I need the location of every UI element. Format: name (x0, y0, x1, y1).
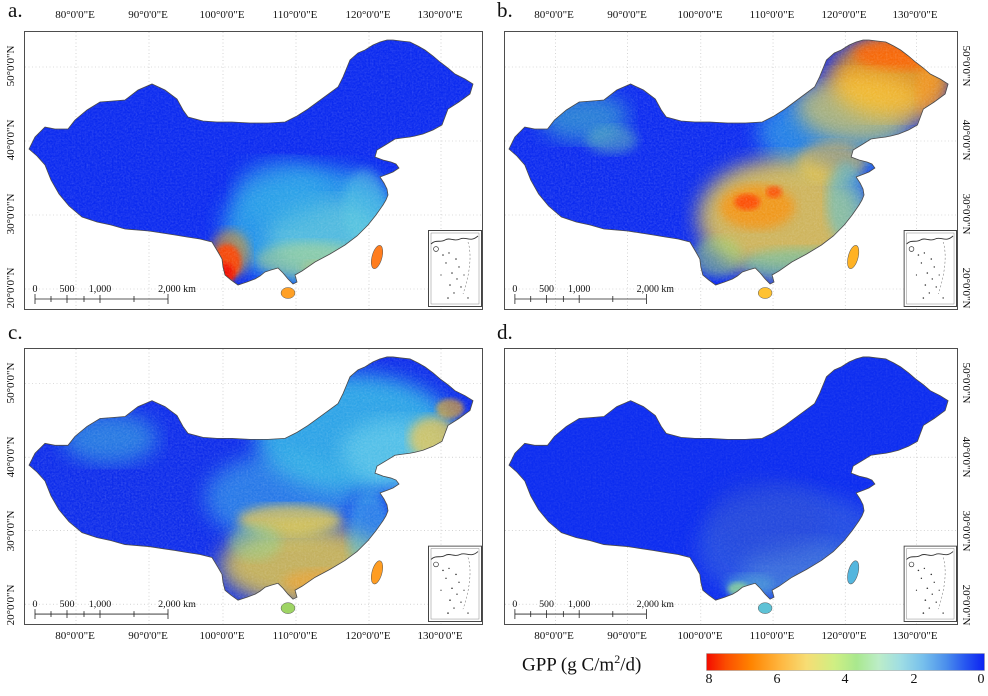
south-china-sea-inset (903, 230, 957, 307)
lon-label: 130°0'0"E (892, 9, 938, 21)
scalebar-label: 2,000 km (158, 599, 196, 610)
colorbar-tick: 4 (841, 672, 849, 687)
china-map-autumn: 0 500 1,000 2,000 km (25, 349, 482, 624)
scalebar-label: 2,000 km (637, 599, 675, 610)
lon-label: 110°0'0"E (749, 630, 795, 642)
scalebar-label: 1,000 (568, 284, 590, 295)
colorbar-tick: 8 (705, 672, 713, 687)
lon-label: 100°0'0"E (199, 9, 245, 21)
panel-b: b. 80°0'0"E 90°0'0"E 100°0'0"E 110°0'0"E… (494, 0, 988, 318)
taiwan-island (847, 560, 860, 585)
panel-label-c: c. (8, 320, 23, 344)
lon-label: 100°0'0"E (199, 630, 245, 642)
panel-label-a: a. (8, 0, 23, 22)
scalebar-label: 1,000 (89, 599, 111, 610)
panel-a: a. 80°0'0"E 90°0'0"E 100°0'0"E 110°0'0"E… (0, 0, 494, 318)
scalebar-label: 1,000 (89, 284, 112, 295)
scalebar-label: 0 (32, 599, 37, 610)
colorbar-tick: 2 (910, 672, 918, 687)
map-frame-b: 0 500 1,000 2,000 km (504, 31, 958, 310)
hainan-island (757, 602, 773, 614)
lat-label: 40°0'0"N (5, 436, 17, 478)
lat-label: 30°0'0"N (960, 510, 972, 552)
map-frame-c: 0 500 1,000 2,000 km (24, 348, 483, 625)
lat-label: 30°0'0"N (5, 510, 17, 552)
lon-label: 90°0'0"E (128, 9, 168, 21)
lat-label: 20°0'0"N (5, 584, 17, 626)
lon-label: 120°0'0"E (345, 9, 391, 21)
scalebar (34, 608, 169, 620)
lat-label: 40°0'0"N (960, 436, 972, 478)
hainan-island (280, 287, 296, 299)
scalebar-label: 0 (33, 284, 38, 295)
scalebar (34, 293, 169, 305)
lon-label: 130°0'0"E (892, 630, 938, 642)
map-frame-d: 0 500 1,000 2,000 km (504, 348, 958, 625)
lon-label: 130°0'0"E (417, 630, 463, 642)
map-frame-a: 0 500 1,000 2,000 km (24, 31, 483, 310)
panel-c: c. 80°0'0"E 90°0'0"E 100°0'0"E 110°0'0"E… (0, 318, 494, 696)
taiwan-island (371, 245, 383, 269)
lat-label: 30°0'0"N (5, 193, 17, 235)
legend-title-post: /d) (620, 654, 642, 676)
legend-title: GPP (g C/m2/d) (522, 652, 641, 676)
scalebar-label: 0 (512, 599, 517, 610)
lat-label: 30°0'0"N (960, 193, 972, 235)
lon-label: 130°0'0"E (417, 9, 463, 21)
panel-label-b: b. (497, 0, 513, 22)
panel-d: d. 80°0'0"E 90°0'0"E 100°0'0"E 110°0'0"E… (494, 318, 988, 696)
colorbar-tick: 6 (773, 672, 781, 687)
south-china-sea-inset (428, 545, 482, 623)
lon-label: 100°0'0"E (677, 630, 723, 642)
hainan-island (757, 287, 773, 299)
lon-label: 90°0'0"E (607, 9, 647, 21)
scalebar (514, 608, 647, 620)
lon-label: 80°0'0"E (534, 630, 574, 642)
scalebar-label: 500 (539, 284, 554, 295)
scalebar-label: 2,000 km (158, 284, 196, 295)
china-map-spring: 0 500 1,000 2,000 km (25, 32, 482, 309)
china-map-summer: 0 500 1,000 2,000 km (505, 32, 957, 309)
legend-title-sup: 2 (614, 652, 621, 666)
lon-label: 110°0'0"E (749, 9, 795, 21)
lat-label: 50°0'0"N (5, 362, 17, 404)
taiwan-island (847, 245, 860, 269)
legend-title-pre: GPP (g C/m (522, 654, 615, 676)
lon-label: 120°0'0"E (821, 9, 867, 21)
lon-label: 100°0'0"E (677, 9, 723, 21)
lon-label: 90°0'0"E (607, 630, 647, 642)
hainan-island (280, 602, 296, 614)
south-china-sea-inset (428, 230, 482, 307)
scalebar-label: 2,000 km (637, 284, 675, 295)
lon-label: 110°0'0"E (272, 9, 318, 21)
scalebar-label: 500 (60, 284, 75, 295)
lon-label: 120°0'0"E (821, 630, 867, 642)
lon-label: 80°0'0"E (55, 630, 95, 642)
lon-label: 80°0'0"E (55, 9, 95, 21)
south-china-sea-inset (903, 545, 957, 623)
scalebar-label: 1,000 (568, 599, 590, 610)
scalebar-label: 500 (539, 599, 554, 610)
taiwan-island (371, 560, 383, 585)
panel-label-d: d. (497, 320, 513, 344)
colorbar-tick: 0 (977, 672, 985, 687)
scalebar-label: 0 (512, 284, 517, 295)
colorbar (706, 653, 985, 671)
lat-label: 50°0'0"N (960, 45, 972, 87)
scalebar-label: 500 (60, 599, 75, 610)
lon-label: 120°0'0"E (345, 630, 391, 642)
lon-label: 90°0'0"E (128, 630, 168, 642)
lat-label: 20°0'0"N (960, 267, 972, 309)
scalebar (514, 293, 647, 305)
lat-label: 40°0'0"N (960, 119, 972, 161)
lat-label: 20°0'0"N (5, 267, 17, 309)
lat-label: 20°0'0"N (960, 584, 972, 626)
lat-label: 50°0'0"N (960, 362, 972, 404)
lat-label: 40°0'0"N (5, 119, 17, 161)
lon-label: 80°0'0"E (534, 9, 574, 21)
lon-label: 110°0'0"E (272, 630, 318, 642)
china-map-winter: 0 500 1,000 2,000 km (505, 349, 957, 624)
lat-label: 50°0'0"N (5, 45, 17, 87)
